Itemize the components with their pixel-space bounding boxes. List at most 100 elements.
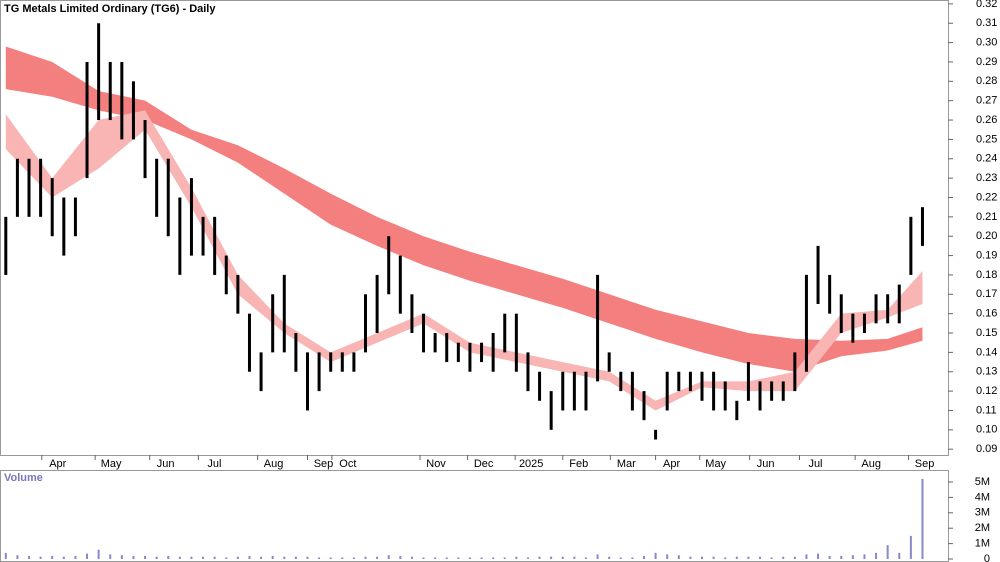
volume-panel (0, 470, 949, 562)
x-tick-label: Dec (474, 458, 494, 470)
volume-bar (584, 557, 587, 559)
x-tick-label: Jul (808, 458, 822, 470)
y-tick-label: 0.16 (976, 308, 997, 320)
volume-bar (828, 555, 831, 559)
volume-bar (492, 557, 495, 559)
x-tick-label: Nov (426, 458, 446, 470)
volume-bar (468, 557, 471, 559)
y-tick-label: 0.25 (976, 133, 997, 145)
volume-bar (561, 556, 564, 559)
volume-bar (97, 549, 100, 559)
y-tick-label: 0.26 (976, 114, 997, 126)
volume-bar (364, 556, 367, 559)
volume-bar (654, 552, 657, 559)
volume-bar (701, 556, 704, 559)
y-tick-label: 0.29 (976, 56, 997, 68)
y-tick-label: 0.18 (976, 269, 997, 281)
price-panel (0, 0, 949, 456)
volume-bar (642, 555, 645, 559)
y-tick-label: 0 (984, 553, 990, 562)
volume-bar (167, 555, 170, 559)
y-tick-label: 0.22 (976, 191, 997, 203)
volume-bar (236, 556, 239, 559)
volume-bar (759, 556, 762, 559)
x-tick-label: Sep (314, 458, 334, 470)
y-tick-label: 3M (975, 507, 990, 519)
y-tick-label: 0.13 (976, 366, 997, 378)
volume-bar (410, 556, 413, 559)
volume-bar (132, 555, 135, 559)
volume-bar (503, 557, 506, 559)
volume-bar (898, 552, 901, 559)
volume-bar (666, 554, 669, 559)
x-tick-label: Aug (264, 458, 284, 470)
volume-bar (921, 478, 924, 559)
volume-bar (399, 555, 402, 559)
volume-bar (875, 552, 878, 559)
y-tick-label: 0.27 (976, 95, 997, 107)
volume-bar (886, 545, 889, 559)
volume-bar (318, 557, 321, 559)
ribbon (5, 110, 923, 411)
x-tick-label: Jul (207, 458, 221, 470)
volume-bar (28, 555, 31, 559)
y-tick-label: 4M (975, 491, 990, 503)
volume-bar (178, 556, 181, 559)
y-tick-label: 0.19 (976, 249, 997, 261)
y-tick-label: 0.28 (976, 75, 997, 87)
volume-bar (550, 556, 553, 559)
volume-title: Volume (4, 472, 43, 484)
x-tick-label: Oct (339, 458, 356, 470)
volume-bar (422, 557, 425, 559)
x-tick-label: May (705, 458, 726, 470)
x-tick-label: Feb (569, 458, 588, 470)
volume-bar (86, 553, 89, 559)
volume-bar (735, 556, 738, 559)
volume-bar (457, 557, 460, 559)
volume-bar (4, 552, 7, 559)
volume-bar (352, 557, 355, 559)
y-tick-label: 5M (975, 476, 990, 488)
volume-bar (144, 555, 147, 559)
volume-bar (863, 554, 866, 559)
volume-bar (909, 535, 912, 559)
y-tick-label: 0.17 (976, 288, 997, 300)
y-tick-label: 0.14 (976, 346, 997, 358)
volume-bar (51, 555, 54, 559)
volume-bar (619, 557, 622, 559)
x-tick-label: Aug (861, 458, 881, 470)
volume-bar (202, 556, 205, 559)
volume-bar (677, 555, 680, 559)
volume-bar (724, 557, 727, 559)
y-tick-label: 0.31 (976, 17, 997, 29)
y-tick-label: 0.11 (976, 404, 997, 416)
x-tick-label: Apr (663, 458, 680, 470)
volume-bar (573, 556, 576, 559)
volume-bar (805, 554, 808, 559)
volume-bar (39, 556, 42, 559)
y-tick-label: 0.10 (976, 424, 997, 436)
volume-bar (480, 557, 483, 559)
volume-bar (817, 553, 820, 559)
volume-bar (851, 555, 854, 559)
volume-bar (526, 557, 529, 559)
y-tick-label: 0.30 (976, 37, 997, 49)
chart-title: TG Metals Limited Ordinary (TG6) - Daily (4, 3, 216, 15)
volume-bar (16, 555, 19, 559)
y-tick-label: 0.23 (976, 172, 997, 184)
x-tick-label: Sep (915, 458, 935, 470)
volume-bar (213, 556, 216, 559)
y-tick-label: 0.12 (976, 385, 997, 397)
volume-bar (283, 556, 286, 559)
volume-bar (109, 554, 112, 559)
y-tick-label: 0.21 (976, 211, 997, 223)
volume-bar (434, 557, 437, 559)
volume-bar (538, 556, 541, 559)
y-tick-label: 2M (975, 522, 990, 534)
volume-bar (387, 555, 390, 559)
y-tick-label: 0.32 (976, 0, 997, 10)
volume-bar (747, 556, 750, 559)
volume-bar (225, 557, 228, 559)
x-tick-label: May (101, 458, 122, 470)
